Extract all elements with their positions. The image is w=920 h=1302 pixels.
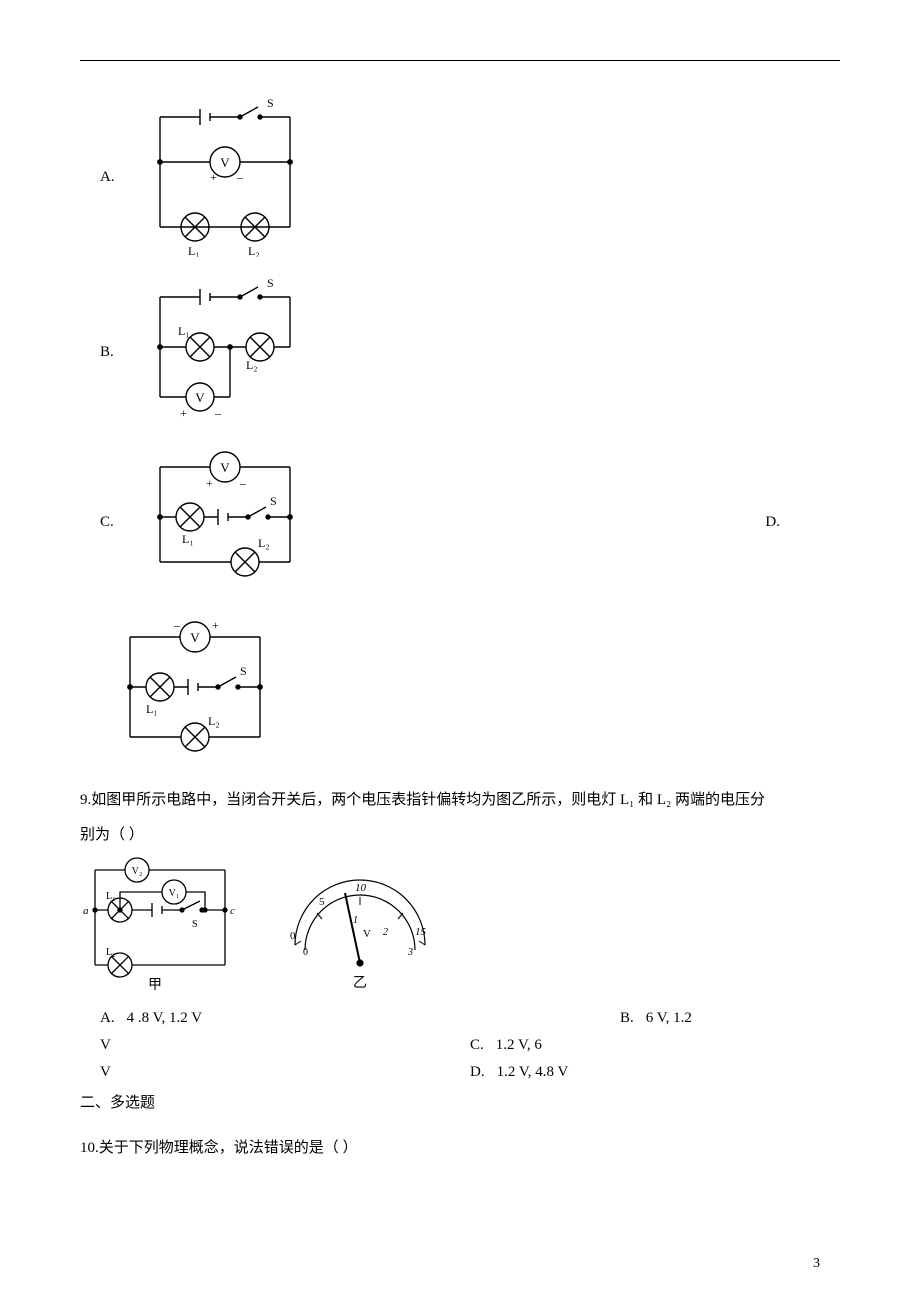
svg-text:c: c xyxy=(230,905,235,917)
q9-ans-a-label: A. xyxy=(100,1010,115,1026)
svg-text:S: S xyxy=(267,97,274,110)
svg-text:L₂: L₂ xyxy=(246,358,258,372)
svg-text:L₁: L₁ xyxy=(106,891,116,902)
q9-line1: 如图甲所示电路中，当闭合开关后，两个电压表指针偏转均为图乙所示，则电灯 L₁ 和… xyxy=(91,792,765,808)
q9-line2: 别为（ ） xyxy=(80,822,840,849)
q9-ans-c-label: C. xyxy=(470,1037,484,1053)
circuit-diagram-d: V – + L₁ L₂ S xyxy=(110,617,280,767)
circuit-diagram-b: V + – L₁ L₂ S xyxy=(140,277,310,427)
q8-option-a-letter: A. xyxy=(80,164,140,191)
svg-text:L₂: L₂ xyxy=(208,714,220,728)
q8-option-c-letter: C. xyxy=(80,509,140,536)
svg-text:–: – xyxy=(239,476,247,490)
svg-text:+: + xyxy=(210,170,217,184)
svg-text:V₁: V₁ xyxy=(169,888,180,899)
svg-text:V: V xyxy=(363,928,371,940)
svg-text:L₁: L₁ xyxy=(182,532,194,546)
q10-stem: 10.关于下列物理概念，说法错误的是（ ） xyxy=(80,1135,840,1162)
svg-text:L₂: L₂ xyxy=(258,536,270,550)
svg-text:S: S xyxy=(267,277,274,290)
q9-answers: A. 4 .8 V, 1.2 V B. 6 V, 1.2 xyxy=(90,1005,850,1032)
q9-ans-c-tail: V xyxy=(100,1064,111,1080)
q10-text: 关于下列物理概念，说法错误的是（ ） xyxy=(99,1140,358,1156)
svg-text:S: S xyxy=(270,494,277,508)
q8-option-c-row: C. V + – L₁ L₂ S D. xyxy=(80,447,840,597)
section-2-heading: 二、多选题 xyxy=(80,1090,840,1117)
q9-ans-c-text: 1.2 V, 6 xyxy=(496,1037,542,1053)
svg-text:甲: 甲 xyxy=(148,978,162,993)
svg-text:15: 15 xyxy=(415,926,427,938)
svg-text:V₂: V₂ xyxy=(132,866,143,877)
q9-ans-b-text: 6 V, 1.2 xyxy=(646,1010,692,1026)
svg-text:L₁: L₁ xyxy=(146,702,158,716)
svg-text:5: 5 xyxy=(319,896,325,908)
q9-number: 9. xyxy=(80,792,91,808)
svg-text:+: + xyxy=(206,476,213,490)
q9-ans-d-text: 1.2 V, 4.8 V xyxy=(497,1064,569,1080)
svg-text:V: V xyxy=(190,630,200,645)
q9-answers-row3: V D. 1.2 V, 4.8 V xyxy=(90,1059,850,1086)
svg-text:S: S xyxy=(192,919,198,930)
svg-text:S: S xyxy=(240,664,247,678)
q9-meter-yi: 0 5 10 15 0 1 2 3 V 乙 xyxy=(275,875,445,995)
svg-text:L₁: L₁ xyxy=(188,244,200,257)
q9-ans-d-label: D. xyxy=(470,1064,485,1080)
svg-text:乙: 乙 xyxy=(353,975,367,991)
svg-text:–: – xyxy=(236,170,244,184)
svg-text:+: + xyxy=(212,618,219,632)
svg-text:+: + xyxy=(180,406,187,420)
svg-text:–: – xyxy=(214,406,222,420)
svg-text:2: 2 xyxy=(383,927,388,938)
svg-text:0: 0 xyxy=(303,947,308,958)
svg-text:V: V xyxy=(220,460,230,475)
q9-figures: V₂ V₁ L₁ L₂ a c S 甲 0 5 10 15 0 xyxy=(80,855,840,995)
q9-ans-b-label: B. xyxy=(620,1010,634,1026)
q9-stem: 9.如图甲所示电路中，当闭合开关后，两个电压表指针偏转均为图乙所示，则电灯 L₁… xyxy=(80,787,840,814)
q8-option-a-row: A. V + – S L₁ L₂ xyxy=(80,97,840,257)
q8-option-d-letter: D. xyxy=(765,509,780,536)
q9-answers-row2: V C. 1.2 V, 6 xyxy=(90,1032,850,1059)
q9-circuit-jia: V₂ V₁ L₁ L₂ a c S 甲 xyxy=(80,855,245,995)
svg-text:–: – xyxy=(173,618,181,632)
top-rule xyxy=(80,60,840,61)
circuit-diagram-a: V + – S L₁ L₂ xyxy=(140,97,310,257)
q8-option-d-row: V – + L₁ L₂ S xyxy=(80,617,840,767)
svg-text:L₁: L₁ xyxy=(178,324,190,338)
svg-text:1: 1 xyxy=(353,915,358,926)
q8-option-b-letter: B. xyxy=(80,339,140,366)
q10-number: 10. xyxy=(80,1140,99,1156)
svg-text:L₂: L₂ xyxy=(248,244,260,257)
svg-text:V: V xyxy=(220,155,230,170)
svg-text:3: 3 xyxy=(407,947,413,958)
q9-ans-a-text: 4 .8 V, 1.2 V xyxy=(127,1010,202,1026)
svg-text:a: a xyxy=(83,905,89,917)
svg-text:0: 0 xyxy=(290,930,296,942)
circuit-diagram-c: V + – L₁ L₂ S xyxy=(140,447,310,597)
q8-option-b-row: B. V + – L₁ L₂ S xyxy=(80,277,840,427)
page-number: 3 xyxy=(813,1251,820,1276)
q9-ans-b-tail: V xyxy=(100,1037,111,1053)
svg-text:10: 10 xyxy=(355,882,367,894)
svg-text:V: V xyxy=(195,390,205,405)
svg-text:L₂: L₂ xyxy=(106,947,116,958)
